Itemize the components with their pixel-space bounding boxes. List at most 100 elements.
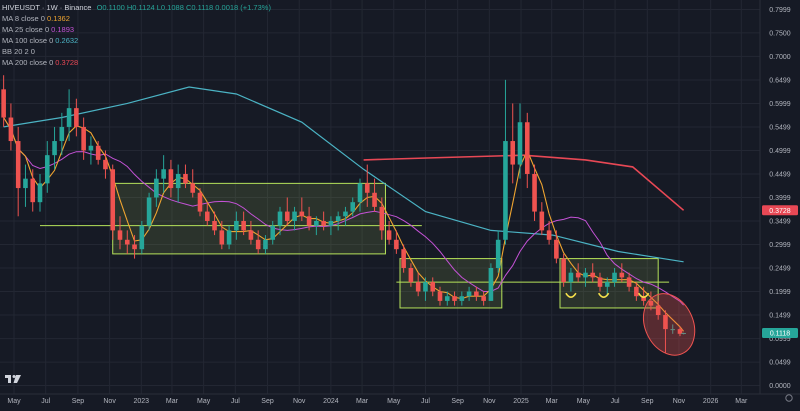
candle-body <box>539 211 545 231</box>
candle-body <box>634 286 639 297</box>
candle-body <box>394 239 399 250</box>
candle-body <box>154 178 159 198</box>
tradingview-logo-icon <box>5 375 21 383</box>
candle-body <box>612 272 617 283</box>
highlight-ellipse <box>642 293 696 356</box>
price-tick-label: 0.3499 <box>769 219 791 226</box>
indicator-label: MA 25 close 0 <box>2 25 50 34</box>
time-tick-label: Sep <box>72 398 85 405</box>
indicator-row[interactable]: MA 100 close 0 0.2632 <box>2 35 271 46</box>
candle-body <box>546 230 552 240</box>
time-axis[interactable]: May Jul Sep Nov 2023 Mar May Jul Sep Nov 2024 Mar Ma… <box>7 398 748 405</box>
indicator-label: MA 200 close 0 <box>2 58 54 67</box>
candle-body <box>524 122 530 174</box>
time-tick-label: Jul <box>41 398 50 405</box>
price-tick-label: 0.0999 <box>769 336 791 343</box>
support-lines <box>40 225 670 283</box>
time-tick-label: Sep <box>641 398 654 405</box>
indicator-row[interactable]: MA 25 close 0 0.1893 <box>2 24 271 35</box>
candle-body <box>241 220 246 231</box>
candle-body <box>459 296 465 301</box>
candle-body <box>452 296 457 301</box>
time-tick-label: May <box>197 398 211 405</box>
candle-body <box>655 305 661 316</box>
indicator-label: MA 100 close 0 <box>2 36 54 45</box>
indicator-row[interactable]: BB 20 2 0 <box>2 46 271 57</box>
candle-body <box>270 225 276 240</box>
candle-body <box>284 211 290 221</box>
smile-marker <box>597 292 610 298</box>
candle-body <box>52 141 57 156</box>
candle-body <box>146 197 152 226</box>
candle-body <box>88 145 94 151</box>
candle-body <box>59 126 65 142</box>
candle-body <box>226 230 232 245</box>
indicator-row[interactable]: MA 8 close 0 0.1362 <box>2 13 271 24</box>
candle-body <box>619 272 625 278</box>
price-tick-label: 0.2499 <box>769 266 791 273</box>
candle-body <box>554 239 559 259</box>
indicator-value: 0.1893 <box>51 25 75 34</box>
candle-body <box>328 220 334 226</box>
pattern-markers <box>565 292 650 298</box>
candle-body <box>335 216 341 221</box>
candle-body <box>343 211 348 217</box>
time-tick-label: Mar <box>735 398 748 405</box>
indicator-value: 0.1362 <box>46 14 70 23</box>
price-tick-label: 0.7000 <box>769 54 791 61</box>
symbol-header: HIVEUSDT · 1W · Binance O0.1100 H0.1124 … <box>2 2 271 13</box>
candle-body <box>277 211 283 226</box>
candle-body <box>415 282 421 292</box>
candle-body <box>306 216 312 226</box>
candle-body <box>423 282 428 292</box>
candle-body <box>408 267 414 283</box>
candle-body <box>8 117 14 142</box>
price-tick-label: 0.6499 <box>769 77 791 84</box>
candle-body <box>517 122 523 165</box>
candle-body <box>430 282 436 292</box>
candle-body <box>139 225 145 250</box>
candle-body <box>372 192 377 207</box>
candle-body <box>30 178 36 203</box>
candle-body <box>219 230 225 245</box>
time-tick-label: Nov <box>673 398 686 405</box>
candle-body <box>575 272 581 278</box>
time-tick-label: Nov <box>103 398 116 405</box>
candle-body <box>95 145 101 160</box>
price-axis[interactable]: 0.7999 0.7500 0.7000 0.6499 0.5999 0.5499 0.49… <box>769 7 791 390</box>
candle-body <box>15 141 21 189</box>
candle-body <box>364 183 370 193</box>
time-tick-label: 2024 <box>323 398 339 405</box>
candle-body <box>488 267 494 301</box>
candle-body <box>379 206 385 231</box>
candle-body <box>641 296 646 301</box>
indicator-label: BB 20 2 0 <box>2 47 35 56</box>
candle-body <box>168 169 174 189</box>
symbol-name[interactable]: HIVEUSDT · 1W · Binance <box>2 3 92 12</box>
price-tick-label: 0.3999 <box>769 195 791 202</box>
candle-body <box>37 183 43 203</box>
time-tick-label: May <box>577 398 591 405</box>
time-tick-label: Sep <box>261 398 274 405</box>
candle-body <box>66 108 72 127</box>
price-tick-label: 0.1999 <box>769 289 791 296</box>
time-tick-label: 2026 <box>703 398 719 405</box>
candlesticks <box>1 75 686 353</box>
candle-body <box>444 296 450 301</box>
candle-body <box>350 202 356 212</box>
candle-body <box>604 282 610 287</box>
chart-legend: HIVEUSDT · 1W · Binance O0.1100 H0.1124 … <box>2 2 271 68</box>
time-tick-label: 2025 <box>513 398 529 405</box>
candle-body <box>401 249 406 268</box>
candle-body <box>466 291 472 297</box>
candle-body <box>74 108 79 127</box>
indicator-label: MA 8 close 0 <box>2 14 45 23</box>
indicator-row[interactable]: MA 200 close 0 0.3728 <box>2 57 271 68</box>
ma100-line <box>3 86 684 263</box>
price-tick-label: 0.0000 <box>769 383 791 390</box>
settings-gear-icon[interactable] <box>785 394 793 402</box>
candle-body <box>561 258 566 283</box>
candle-body <box>103 159 108 170</box>
